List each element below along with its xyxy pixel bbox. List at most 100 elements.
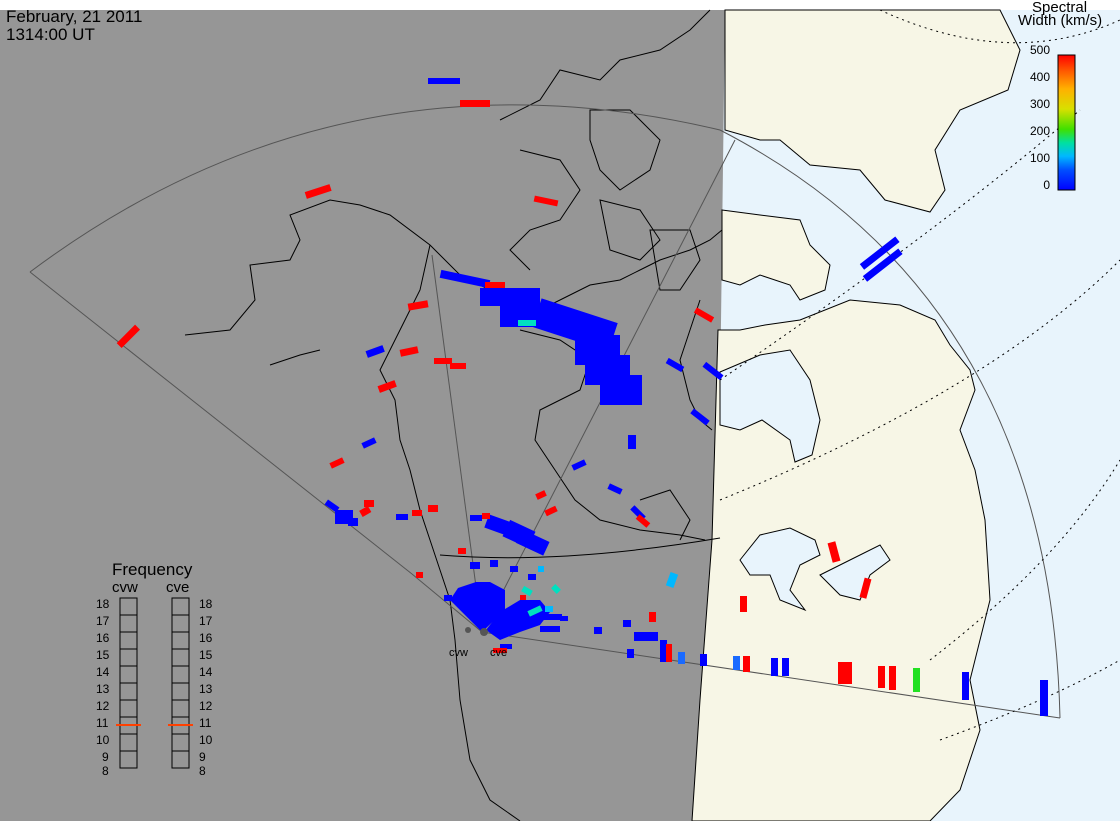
echo-cell (878, 666, 885, 688)
frequency-scale-label: 11 (199, 716, 212, 730)
echo-cell (500, 644, 512, 649)
echo-cell (364, 500, 374, 507)
night-region (0, 10, 725, 821)
echo-cell (693, 307, 715, 323)
echo-cell (889, 666, 896, 690)
frequency-scale-label: 16 (199, 631, 213, 645)
echo-cell (859, 236, 900, 270)
echo-cell (571, 459, 587, 471)
colorbar (1057, 54, 1076, 191)
frequency-scale-label: 11 (96, 716, 109, 730)
day-land-greenland (724, 9, 1021, 213)
frequency-scale-label: 8 (102, 764, 109, 778)
day-hudson-bay (719, 349, 821, 463)
echo-cell (538, 566, 544, 572)
echo-cell (416, 572, 423, 578)
echo-cell (538, 614, 562, 620)
echo-cell (407, 300, 429, 311)
echo-cell (365, 345, 385, 358)
echo-cell (516, 529, 550, 556)
date-label: February, 21 2011 (6, 7, 143, 26)
radar-site-marker (465, 627, 471, 633)
colorbar-tick: 200 (1029, 124, 1050, 138)
echo-cell (607, 483, 623, 495)
frequency-scale-label: 17 (96, 614, 110, 628)
frequency-scale-label: 16 (96, 631, 110, 645)
echo-cell (377, 380, 397, 393)
echo-cell (359, 505, 372, 517)
echo-cell (665, 357, 685, 373)
echo-cell (490, 560, 498, 567)
echo-cell (690, 408, 710, 426)
echo-cell (428, 505, 438, 512)
echo-cell (665, 572, 679, 588)
echo-cell (827, 541, 841, 563)
echo-cell (450, 582, 505, 632)
frequency-scale-label: 15 (199, 648, 213, 662)
echo-cell (521, 585, 533, 597)
echo-cell (528, 574, 536, 580)
frequency-scale-label: 12 (96, 699, 110, 713)
echo-cell (627, 649, 634, 658)
frequency-scale-label: 14 (199, 665, 213, 679)
frequency-scale-label: 13 (199, 682, 213, 696)
frequency-scale-label: 14 (96, 665, 110, 679)
echo-cell (623, 620, 631, 627)
echo-cell (1040, 680, 1048, 716)
frequency-scale-label: 15 (96, 648, 110, 662)
echo-cell (859, 577, 872, 599)
frequency-scale-label: 10 (199, 733, 213, 747)
echo-cell (678, 652, 685, 664)
echo-cell (666, 644, 672, 662)
echo-cell (545, 606, 553, 612)
echo-cell (329, 457, 345, 469)
echo-cell (493, 648, 507, 653)
radar-echoes (116, 78, 1048, 716)
colorbar-tick: 500 (1029, 43, 1050, 57)
echo-cell (628, 435, 636, 449)
echo-cell (551, 584, 561, 594)
frequency-scale-label: 18 (96, 597, 110, 611)
echo-cell (116, 324, 141, 349)
frequency-scale-label: 9 (199, 750, 206, 764)
echo-cell (428, 78, 460, 84)
frequency-scale-label: 12 (199, 699, 213, 713)
radar-site-label-cvw: cvw (449, 647, 468, 659)
echo-cell (348, 518, 358, 526)
day-land-baffin (721, 209, 831, 301)
frequency-scale-label: 17 (199, 614, 213, 628)
echo-cell (862, 248, 903, 282)
echo-cell (771, 658, 778, 676)
echo-cell (634, 632, 658, 641)
colorbar-title-line1: Spectral (1032, 0, 1088, 16)
echo-cell (660, 640, 667, 662)
echo-cell (304, 184, 332, 199)
radar-site-marker (480, 628, 488, 636)
echo-cell (480, 288, 540, 306)
echo-cell (460, 100, 490, 107)
echo-cell (594, 627, 602, 634)
echo-cell (470, 515, 482, 521)
echo-cell (700, 654, 707, 666)
colorbar-tick: 400 (1029, 70, 1050, 84)
echo-cell (635, 514, 651, 528)
echo-cell (324, 499, 340, 513)
echo-cell (399, 346, 419, 357)
echo-cell (485, 282, 505, 288)
echo-cell (412, 510, 422, 516)
frequency-scale-label: 18 (199, 597, 213, 611)
colorbar-title-line2: Width (km/s) (1018, 12, 1103, 29)
colorbar-tick: 100 (1029, 151, 1050, 165)
frequency-scale-label: 13 (96, 682, 110, 696)
time-label: 1314:00 UT (6, 25, 95, 44)
echo-cell (962, 672, 969, 700)
colorbar-tick: 300 (1029, 97, 1050, 111)
colorbar-tick: 0 (1043, 178, 1050, 192)
echo-cell (518, 320, 536, 326)
echo-cell (782, 658, 789, 676)
echo-cell (740, 596, 747, 612)
echo-cell (510, 566, 518, 572)
echo-cell (444, 595, 452, 601)
echo-cell (527, 605, 543, 617)
echo-cell (743, 656, 750, 672)
